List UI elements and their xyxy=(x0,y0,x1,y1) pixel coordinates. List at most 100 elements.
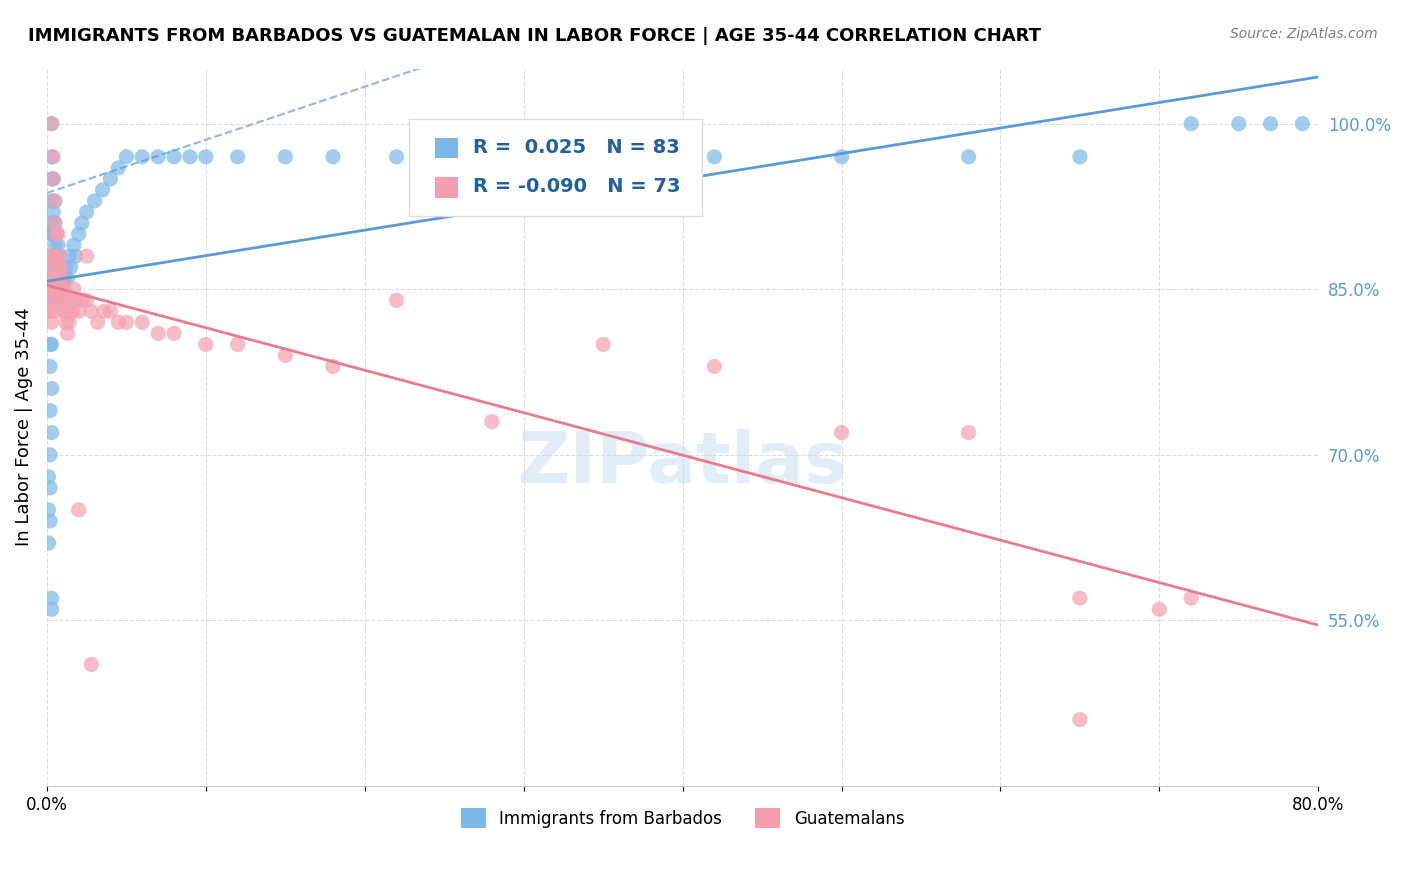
Point xyxy=(41,216,63,230)
Point xyxy=(52,271,75,285)
Point xyxy=(44,282,66,296)
Text: R =  0.025   N = 83: R = 0.025 N = 83 xyxy=(472,138,679,157)
Point xyxy=(131,150,153,164)
Point xyxy=(44,194,66,208)
Point xyxy=(44,271,66,285)
Point xyxy=(41,117,63,131)
Point xyxy=(274,150,297,164)
Point xyxy=(48,271,70,285)
Point xyxy=(46,238,69,252)
Point xyxy=(131,315,153,329)
Point xyxy=(115,315,138,329)
Point xyxy=(41,117,63,131)
Point xyxy=(56,304,79,318)
Point xyxy=(56,326,79,341)
Point xyxy=(45,227,67,241)
Point xyxy=(274,348,297,362)
Point xyxy=(42,172,65,186)
FancyBboxPatch shape xyxy=(409,119,702,216)
Point xyxy=(115,150,138,164)
Point xyxy=(48,249,70,263)
Point xyxy=(44,271,66,285)
Point xyxy=(39,249,62,263)
Point xyxy=(831,150,853,164)
Point xyxy=(44,216,66,230)
Point xyxy=(592,150,614,164)
Point xyxy=(39,514,62,528)
Point xyxy=(67,227,90,241)
Point xyxy=(44,260,66,274)
Point xyxy=(703,359,725,374)
Point xyxy=(41,337,63,351)
Text: IMMIGRANTS FROM BARBADOS VS GUATEMALAN IN LABOR FORCE | AGE 35-44 CORRELATION CH: IMMIGRANTS FROM BARBADOS VS GUATEMALAN I… xyxy=(28,27,1040,45)
Point xyxy=(41,227,63,241)
Point xyxy=(1227,117,1250,131)
Point xyxy=(1069,591,1091,606)
Point xyxy=(39,448,62,462)
Point xyxy=(60,304,83,318)
Point xyxy=(48,249,70,263)
Point xyxy=(1149,602,1171,616)
Point xyxy=(703,150,725,164)
Point xyxy=(42,271,65,285)
Point xyxy=(42,293,65,308)
Point xyxy=(65,293,87,308)
Point xyxy=(481,150,503,164)
Point xyxy=(1069,713,1091,727)
Point xyxy=(59,260,82,274)
Point xyxy=(59,293,82,308)
Point xyxy=(42,227,65,241)
Point xyxy=(51,282,73,296)
Y-axis label: In Labor Force | Age 35-44: In Labor Force | Age 35-44 xyxy=(15,308,32,547)
Point xyxy=(70,216,93,230)
Point xyxy=(226,150,249,164)
Point xyxy=(107,161,129,175)
Point xyxy=(39,403,62,417)
Point xyxy=(48,271,70,285)
Point xyxy=(1180,591,1202,606)
Point xyxy=(1291,117,1313,131)
Point xyxy=(63,282,86,296)
Point xyxy=(100,304,122,318)
Point xyxy=(45,227,67,241)
Point xyxy=(93,304,115,318)
Point xyxy=(385,150,408,164)
Point xyxy=(957,425,980,440)
Point xyxy=(39,481,62,495)
Point xyxy=(39,304,62,318)
Point xyxy=(80,304,103,318)
Point xyxy=(46,260,69,274)
Point xyxy=(39,260,62,274)
Point xyxy=(481,415,503,429)
Text: ZIPatlas: ZIPatlas xyxy=(517,428,848,498)
Point xyxy=(52,271,75,285)
Point xyxy=(44,238,66,252)
Point xyxy=(91,183,114,197)
Point xyxy=(46,260,69,274)
Point xyxy=(76,249,98,263)
Point xyxy=(1260,117,1282,131)
Point xyxy=(42,172,65,186)
Point xyxy=(194,150,217,164)
Point xyxy=(53,271,76,285)
Point xyxy=(45,260,67,274)
Point xyxy=(51,260,73,274)
Legend: Immigrants from Barbados, Guatemalans: Immigrants from Barbados, Guatemalans xyxy=(454,801,911,835)
Point xyxy=(39,359,62,374)
Point xyxy=(1069,150,1091,164)
Point xyxy=(41,249,63,263)
Point xyxy=(42,150,65,164)
Point xyxy=(63,238,86,252)
Point xyxy=(42,249,65,263)
Point xyxy=(831,425,853,440)
Point xyxy=(592,337,614,351)
Point xyxy=(45,282,67,296)
Point xyxy=(42,271,65,285)
Point xyxy=(46,260,69,274)
Point xyxy=(41,150,63,164)
Point xyxy=(52,293,75,308)
Point xyxy=(46,271,69,285)
Point xyxy=(80,657,103,672)
Point xyxy=(41,382,63,396)
Point xyxy=(46,227,69,241)
